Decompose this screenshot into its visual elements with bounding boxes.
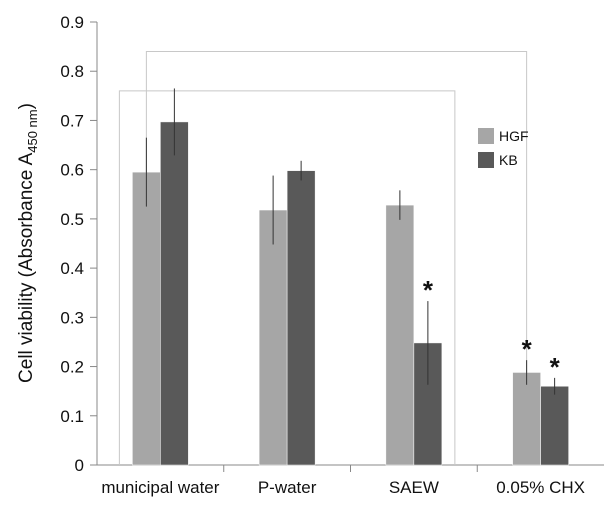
y-axis-label: Cell viability (Absorbance A450 nm) bbox=[16, 103, 40, 383]
significance-marker: * bbox=[550, 352, 561, 382]
y-tick-label: 0 bbox=[75, 456, 84, 475]
bar-hgf bbox=[132, 171, 161, 466]
y-axis-label-close: ) bbox=[16, 103, 37, 109]
y-tick-label: 0.2 bbox=[60, 358, 84, 377]
axes: 0 0.1 0.2 0.3 0.4 0.5 0.6 0.7 0.8 0.9 municipal wa… bbox=[60, 13, 604, 497]
bar-hgf bbox=[258, 209, 288, 466]
y-tick-label: 0.8 bbox=[60, 62, 84, 81]
legend-swatch bbox=[478, 152, 494, 168]
legend-label: KB bbox=[499, 152, 518, 168]
y-tick-label: 0.9 bbox=[60, 13, 84, 32]
y-axis-label-subscript: 450 nm bbox=[25, 109, 40, 152]
x-tick-label: P-water bbox=[258, 478, 317, 497]
bar-kb bbox=[160, 121, 189, 466]
bar-hgf bbox=[512, 372, 541, 466]
legend: HGF KB bbox=[478, 128, 529, 168]
significance-marker: * bbox=[423, 275, 434, 305]
x-tick-label: SAEW bbox=[389, 478, 439, 497]
legend-label: HGF bbox=[499, 128, 529, 144]
y-tick-label: 0.5 bbox=[60, 210, 84, 229]
bar-hgf bbox=[385, 204, 415, 466]
y-tick-label: 0.7 bbox=[60, 111, 84, 130]
bars: * * * bbox=[132, 88, 569, 466]
y-tick-label: 0.1 bbox=[60, 407, 84, 426]
significance-marker: * bbox=[522, 334, 533, 364]
y-tick-label: 0.6 bbox=[60, 161, 84, 180]
y-axis-label-main: Cell viability (Absorbance A bbox=[16, 152, 37, 383]
legend-swatch bbox=[478, 128, 494, 144]
y-tick-label: 0.4 bbox=[60, 259, 84, 278]
x-tick-label: municipal water bbox=[101, 478, 219, 497]
bar-kb bbox=[540, 385, 569, 466]
comparison-bracket bbox=[118, 90, 456, 465]
comparison-bracket bbox=[145, 51, 528, 465]
x-tick-label: 0.05% CHX bbox=[496, 478, 585, 497]
bar-kb bbox=[286, 170, 316, 466]
y-tick-label: 0.3 bbox=[60, 308, 84, 327]
